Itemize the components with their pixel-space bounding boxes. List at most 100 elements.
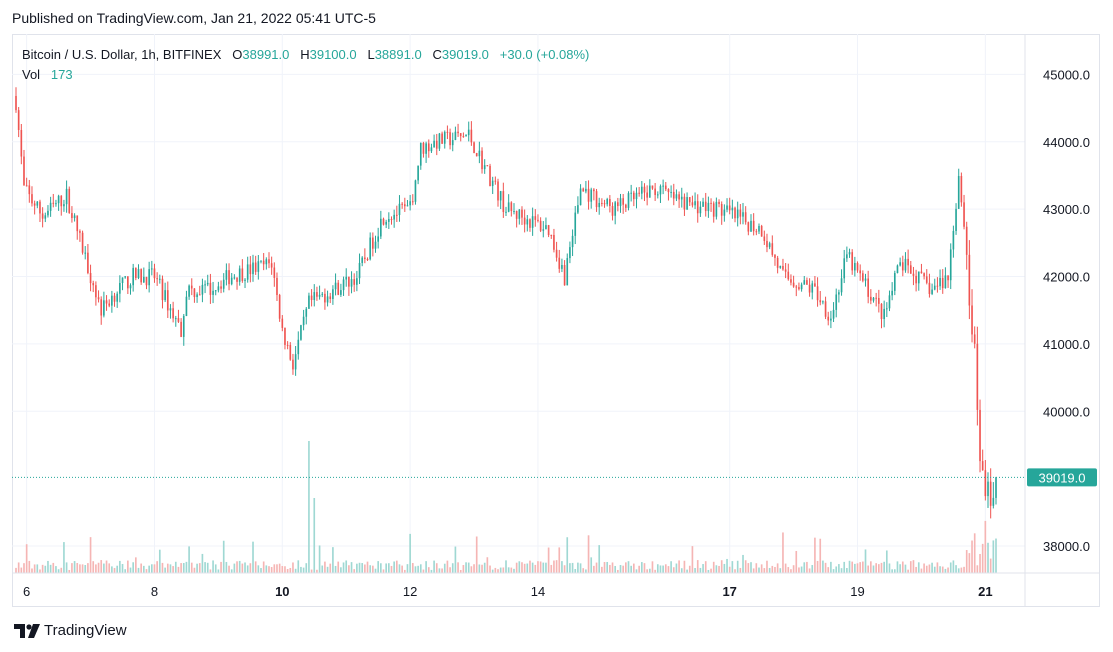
volume-bar (864, 549, 867, 573)
volume-bar (73, 561, 76, 573)
volume-bar (52, 562, 55, 573)
candle-body (923, 273, 925, 277)
candle-body (153, 268, 156, 279)
volume-bar (169, 564, 172, 573)
candle-body (944, 275, 947, 289)
volume-bar (827, 567, 830, 573)
candle-body (459, 133, 462, 137)
volume-bar (92, 561, 95, 573)
candle-body (380, 218, 382, 237)
price-chart[interactable]: 45000.0 44000.0 43000.0 42000.0 41000.0 40000… (12, 34, 1100, 607)
volume-bar (851, 561, 854, 573)
volume-bar (177, 566, 180, 573)
volume-bar (68, 569, 71, 573)
volume-bar (510, 567, 513, 573)
candle-body (867, 278, 869, 297)
volume-bar (830, 561, 832, 573)
candle-body (939, 277, 941, 287)
symbol-name[interactable]: Bitcoin / U.S. Dollar, 1h, BITFINEX (22, 47, 222, 62)
candle-body (116, 293, 119, 302)
candle-body (281, 318, 284, 328)
last-price-text: 39019.0 (1039, 470, 1086, 485)
volume-bar (465, 562, 467, 573)
volume-bar (150, 564, 153, 573)
time-axis[interactable]: 6 8 10 12 14 17 19 21 (23, 584, 993, 599)
volume-bar (824, 562, 827, 573)
volume-bar (419, 564, 422, 573)
candle-body (819, 300, 822, 303)
candle-body (984, 470, 987, 497)
candle-body (766, 240, 768, 248)
candle-body (84, 252, 87, 254)
volume-bar (973, 533, 976, 573)
x-tick-label: 21 (978, 584, 992, 599)
volume-bar (672, 567, 675, 573)
candle-body (374, 241, 377, 249)
candle-body (284, 327, 286, 345)
candle-body (382, 218, 385, 225)
volume-bar (116, 565, 119, 573)
candle-body (739, 209, 742, 217)
candle-body (925, 276, 928, 283)
candle-body (180, 321, 182, 337)
candle-body (324, 293, 326, 303)
volume-bar (422, 569, 425, 573)
legend-row-ohlc: Bitcoin / U.S. Dollar, 1h, BITFINEX O389… (22, 45, 589, 65)
candle-body (864, 278, 867, 281)
volume-bar (206, 562, 209, 573)
legend-row-volume: Vol 173 (22, 65, 589, 85)
candle-body (633, 192, 635, 200)
volume-bar (137, 567, 140, 573)
volume-bar (180, 563, 182, 573)
volume-bar (907, 569, 909, 573)
volume-bar (353, 569, 356, 573)
volume-bar (95, 564, 97, 573)
candle-body (640, 186, 643, 194)
candle-body (678, 194, 680, 200)
candle-body (662, 185, 664, 187)
close-label: C (432, 47, 442, 62)
volume-bar (89, 537, 92, 573)
candle-body (212, 290, 214, 295)
candle-body (449, 132, 451, 146)
y-tick-label: 41000.0 (1043, 337, 1090, 352)
volume-bar (766, 560, 768, 573)
candle-body (268, 259, 270, 264)
candle-body (917, 271, 920, 284)
volume-bar (555, 560, 558, 573)
candle-body (712, 203, 715, 217)
volume-bar (675, 563, 678, 573)
candle-body (920, 271, 923, 274)
volume-bar (414, 566, 417, 573)
candle-body (550, 234, 553, 236)
volume-bar (569, 563, 571, 573)
candle-body (723, 209, 726, 216)
candle-body (185, 296, 188, 316)
volume-bar (281, 566, 284, 573)
tradingview-logo[interactable]: TradingView (14, 622, 127, 639)
volume-bar (316, 569, 318, 573)
candle-body (489, 165, 491, 187)
volume-bar (566, 537, 569, 573)
high-label: H (300, 47, 310, 62)
candle-body (300, 325, 302, 340)
y-tick-label: 40000.0 (1043, 404, 1090, 419)
candle-body (435, 140, 438, 149)
candle-body (545, 225, 547, 230)
volume-bar (489, 565, 491, 573)
volume-bar (822, 560, 824, 573)
price-axis[interactable]: 45000.0 44000.0 43000.0 42000.0 41000.0 40000… (1043, 67, 1090, 554)
volume-bar (755, 563, 758, 573)
candle-body (326, 296, 329, 303)
volume-bar (955, 565, 957, 573)
candle-body (292, 359, 294, 370)
volume-bar (563, 565, 566, 573)
candle-body (214, 290, 217, 292)
candle-body (585, 188, 587, 192)
volume-bar (987, 542, 989, 573)
candle-body (353, 279, 356, 285)
candle-body (241, 268, 244, 281)
volume-bar (667, 566, 670, 573)
volume-bar (28, 560, 31, 573)
volume-bar (292, 562, 294, 573)
